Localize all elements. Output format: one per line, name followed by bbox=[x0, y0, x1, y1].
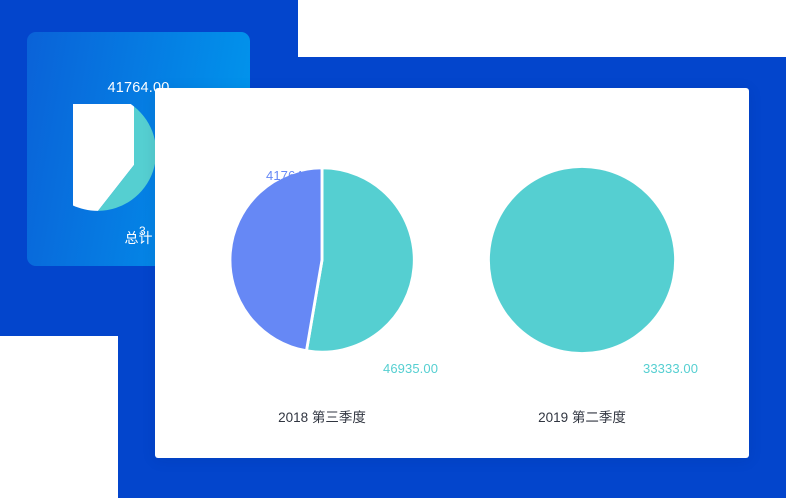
pie-slice-label-blue: 41764.00 bbox=[266, 168, 322, 183]
chart-panel: 41764.00 46935.00 2018 第三季度 33333.00 201… bbox=[155, 88, 749, 458]
chart-caption-2019-q2: 2019 第二季度 bbox=[538, 410, 626, 425]
summary-card-caption: 总计 bbox=[124, 230, 153, 246]
chart-caption-2018-q3: 2018 第三季度 bbox=[278, 410, 366, 425]
summary-card-value: 41764.00 bbox=[107, 80, 170, 96]
pie-slice-label-teal: 46935.00 bbox=[383, 361, 439, 376]
pie-chart-2019-q2[interactable] bbox=[486, 164, 678, 356]
pie-slice-label-teal-full: 33333.00 bbox=[643, 361, 699, 376]
summary-card-sub-label: 3 bbox=[139, 224, 146, 238]
chart-cell-2018-q3: 41764.00 46935.00 2018 第三季度 bbox=[198, 106, 446, 446]
pie-chart-2018-q3[interactable] bbox=[226, 164, 418, 356]
chart-row: 41764.00 46935.00 2018 第三季度 33333.00 201… bbox=[155, 88, 749, 458]
chart-cell-2019-q2: 33333.00 2019 第二季度 bbox=[458, 106, 706, 446]
